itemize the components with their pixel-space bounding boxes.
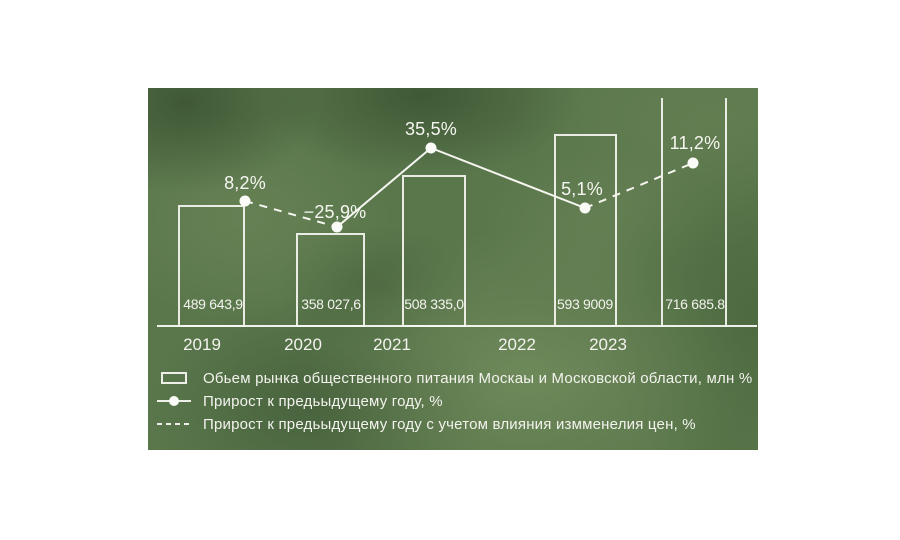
x-axis-line — [157, 325, 757, 327]
growth-label-2020: −25,9% — [303, 202, 367, 222]
growth-label-2023: 11,2% — [669, 133, 721, 153]
year-label-2022: 2022 — [498, 335, 536, 354]
growth-marker-2022 — [579, 202, 591, 214]
growth-label-2022: 5,1% — [561, 179, 603, 199]
legend-item-growth-price-adjusted: Прирост к предьыдущему году с учетом вли… — [157, 415, 752, 433]
bar-outline-swatch-icon — [157, 371, 191, 385]
value-label-2019: 489 643,9 — [183, 296, 243, 312]
growth-marker-2021 — [425, 142, 437, 154]
value-label-2020: 358 027,6 — [301, 296, 361, 312]
legend-label: Прирост к предьыдущему году, % — [203, 392, 443, 410]
year-label-2023: 2023 — [589, 335, 627, 354]
growth-marker-2020 — [331, 221, 343, 233]
chart-photo-panel: 8,2% −25,9% 35,5% 5,1% 11,2% 489 643,9 3… — [148, 88, 758, 450]
growth-segment-2019-2020-dashed — [244, 200, 338, 228]
legend-label: Обьем рынка общественного питания Москаы… — [203, 369, 753, 387]
growth-segment-2020-2022-solid — [336, 146, 586, 228]
growth-label-2019: 8,2% — [224, 173, 266, 193]
year-label-2021: 2021 — [373, 335, 411, 354]
legend: Обьем рынка общественного питания Москаы… — [157, 369, 752, 438]
year-label-2019: 2019 — [183, 335, 221, 354]
year-label-2020: 2020 — [284, 335, 322, 354]
value-label-2021: 508 335,0 — [404, 296, 464, 312]
growth-label-2021: 35,5% — [404, 119, 458, 139]
dashed-line-swatch-icon — [157, 417, 191, 431]
growth-segment-2022-2023-dashed — [584, 162, 694, 209]
legend-label: Прирост к предьыдущему году с учетом вли… — [203, 415, 696, 433]
line-marker-swatch-icon — [157, 394, 191, 408]
bar-2023-right-edge — [725, 98, 727, 327]
value-label-2023: 716 685.8 — [665, 296, 725, 312]
growth-marker-2023 — [687, 157, 699, 169]
bar-2023-left-edge — [661, 98, 663, 327]
legend-item-growth: Прирост к предьыдущему году, % — [157, 392, 752, 410]
legend-item-market-volume: Обьем рынка общественного питания Москаы… — [157, 369, 752, 387]
growth-line-layer — [239, 142, 699, 233]
growth-marker-2019 — [239, 195, 251, 207]
value-label-2022: 593 9009 — [557, 296, 613, 312]
